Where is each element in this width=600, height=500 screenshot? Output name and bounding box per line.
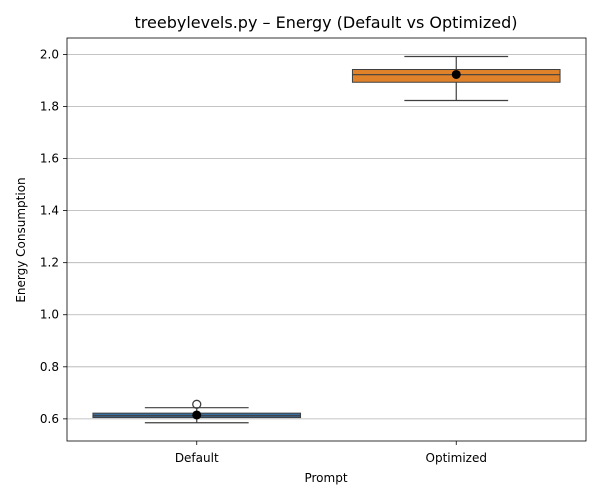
mean-marker (192, 410, 202, 420)
x-tick-label: Optimized (426, 451, 487, 465)
y-tick-label: 2.0 (40, 47, 59, 61)
plot-area-frame (66, 37, 587, 442)
outlier-point (192, 399, 202, 409)
y-tick-label: 1.2 (40, 256, 59, 270)
x-axis-label: Prompt (304, 471, 347, 485)
box-group-optimized (351, 55, 561, 102)
box-group-default (92, 399, 302, 424)
x-tick-label: Default (175, 451, 219, 465)
mean-marker (451, 69, 461, 79)
box-layer (92, 55, 561, 424)
y-tick-label: 1.4 (40, 204, 59, 218)
y-tick-label: 0.8 (40, 360, 59, 374)
y-tick-label: 0.6 (40, 412, 59, 426)
y-tick-label: 1.8 (40, 99, 59, 113)
y-axis-label: Energy Consumption (14, 177, 28, 302)
grid-layer (67, 54, 586, 420)
y-tick-label: 1.6 (40, 152, 59, 166)
x-ticks: Default Optimized (175, 441, 487, 465)
y-tick-label: 1.0 (40, 308, 59, 322)
chart-title: treebylevels.py – Energy (Default vs Opt… (135, 13, 518, 32)
y-ticks: 0.6 0.8 1.0 1.2 1.4 1.6 1.8 2.0 (40, 47, 67, 426)
